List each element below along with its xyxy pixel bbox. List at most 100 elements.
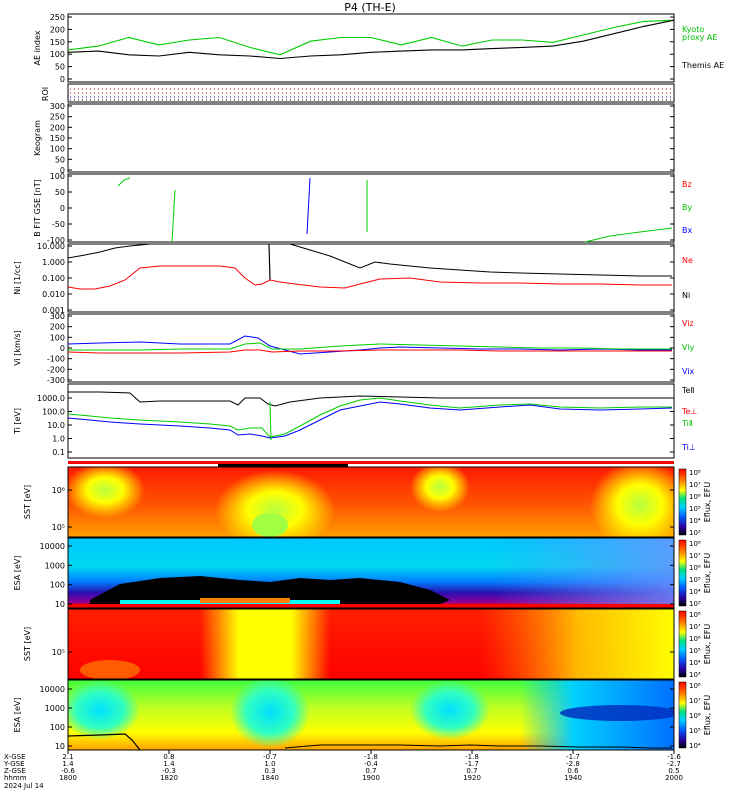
esa1-tick-label: 100 [50,581,65,590]
velocity-ylabel: Vi [km/s] [13,330,22,366]
ae-yticks: 250 200 150 100 50 0 [50,13,674,84]
mode-bar [68,461,674,464]
ae-tick-label: 200 [50,25,65,34]
z-gse-value: 0.7 [365,767,376,775]
esa1-tick-label: 10 [55,600,65,609]
x-gse-value: -1.7 [566,753,580,761]
z-gse-value: 0.5 [668,767,679,775]
esa2-blob-3 [410,680,490,740]
temperature-tick-label: 1000.0 [37,394,65,403]
bx-legend: Bx [682,226,692,235]
y-gse-value: 1.4 [62,760,74,768]
keogram-tick-label: 0 [60,166,65,175]
sst1-colorbar-label: Eflux, EFU [703,482,712,523]
esa1-yticks: 10000 1000 100 10 [40,542,674,609]
time-tick-label: 1820 [160,774,178,782]
bfield-yticks: 100 50 0 -50 -100 [47,172,674,245]
colorbar-tick-label: 10⁵ [689,576,701,584]
esa2-tick-label: 100 [50,723,65,732]
density-tick-label: 0.001 [42,306,65,315]
colorbar-tick-label: 10⁶ [689,493,701,501]
esa1-bottom-band [68,604,674,608]
time-tick-label: 1920 [463,774,481,782]
esa2-colorbar-label: Eflux, EFU [703,695,712,736]
ni-spike [268,243,271,281]
x-gse-value: -1.8 [364,753,378,761]
temperature-tick-label: 1.0 [52,435,65,444]
y-gse-value: 1.4 [163,760,175,768]
x-gse-value: -1.6 [667,753,681,761]
esa1-frame [67,537,675,609]
colorbar-tick-label: 10³ [689,529,701,537]
sst2-colorbar-ticks: 10⁸ 10⁷ 10⁶ 10⁵ 10⁴ 10³ [689,611,701,679]
z-gse-value: 0.3 [264,767,275,775]
sst2-right-region [480,609,674,679]
te-para-line [68,391,672,407]
ae-tick-label: 150 [50,38,65,47]
velocity-tick-label: 300 [50,312,65,321]
bfield-tick-label: 0 [60,204,65,213]
temperature-panel: 1000.0 100.0 10.0 1.0 0.1 Ti [eV] TeⅡ Te⊥ Ti… [13,383,697,459]
roi-ylabel: ROI [41,87,50,101]
esa2-dark-stripe [560,705,674,721]
ni-line-b [289,243,672,277]
sst1-tick-label: 10⁶ [52,486,65,495]
time-tick-label: 1800 [59,774,77,782]
viz-legend: Viz [682,319,694,328]
footer-row-label: Z-GSE [4,767,26,775]
temperature-ylabel: Ti [eV] [13,408,22,435]
ae-tick-label: 50 [55,63,65,72]
esa2-overlay-right [284,744,672,749]
bx-segment [306,177,311,235]
esa2-colorbar-ticks: 10⁸ 10⁷ 10⁶ 10⁵ 10⁴ [689,682,701,750]
by-segment-2 [171,189,176,243]
themis-ae-legend: Themis AE [681,61,724,70]
keogram-frame [67,103,675,173]
ae-frame [67,13,675,83]
temperature-frame [67,383,675,459]
bfield-frame [67,173,675,243]
colorbar-tick-label: 10⁶ [689,712,701,720]
esa1-colorbar [678,539,687,607]
ne-line [67,265,672,290]
te-para-legend: TeⅡ [681,386,694,395]
keogram-tick-label: 200 [50,123,65,132]
velocity-tick-label: -200 [47,365,65,374]
velocity-tick-label: 0 [60,344,65,353]
density-frame [67,243,675,313]
esa2-tick-label: 10000 [40,685,65,694]
colorbar-tick-label: 10⁴ [689,659,701,667]
esa1-tick-label: 1000 [45,561,65,570]
colorbar-tick-label: 10³ [689,671,701,679]
density-yticks: 10.000 1.000 0.100 0.010 0.001 [37,242,674,315]
temperature-yticks: 1000.0 100.0 10.0 1.0 0.1 [37,394,674,457]
keogram-tick-label: 150 [50,134,65,143]
colorbar-tick-label: 10⁵ [689,647,701,655]
ae-ylabel: AE index [33,30,42,65]
esa2-tick-label: 1000 [45,704,65,713]
ni-legend: Ni [682,291,690,300]
footer-row-label: hhmm [4,774,27,782]
density-tick-label: 1.000 [42,258,65,267]
sst1-background [68,467,674,537]
esa2-tick-label: 10 [55,742,65,751]
sst1-blob-4 [590,467,674,537]
velocity-tick-label: -300 [47,376,65,385]
colorbar-tick-label: 10⁸ [689,682,701,690]
colorbar-tick-label: 10⁷ [689,552,701,560]
density-tick-label: 0.100 [42,274,65,283]
te-perp-legend: Te⊥ [681,407,697,416]
velocity-tick-label: 200 [50,323,65,332]
sst-spectrogram-2: 10⁵ SST [eV] 10⁸ 10⁷ 10⁶ 10⁵ 10⁴ 10³ Eflux, E… [23,608,712,680]
ti-spike [269,401,272,441]
y-gse-value: -0.4 [364,760,378,768]
bfield-tick-label: 50 [55,188,65,197]
esa2-blob-2 [230,680,310,748]
ti-perp-legend: Ti⊥ [681,443,696,452]
esa2-overlay-left [67,733,141,751]
